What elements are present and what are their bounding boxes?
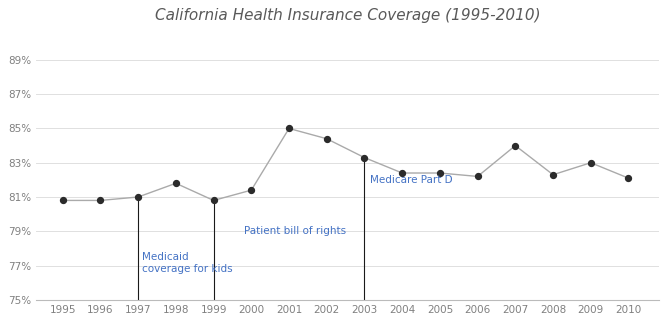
Point — [510, 143, 521, 148]
Point — [133, 194, 143, 200]
Point — [472, 174, 483, 179]
Text: Medicaid
coverage for kids: Medicaid coverage for kids — [142, 252, 233, 274]
Point — [435, 171, 446, 176]
Point — [359, 155, 370, 160]
Point — [171, 181, 181, 186]
Point — [586, 160, 596, 165]
Point — [246, 188, 257, 193]
Point — [208, 198, 219, 203]
Text: Patient bill of rights: Patient bill of rights — [243, 226, 346, 236]
Point — [397, 171, 408, 176]
Point — [321, 136, 332, 141]
Point — [95, 198, 106, 203]
Point — [57, 198, 68, 203]
Point — [283, 126, 294, 131]
Text: Medicare Part D: Medicare Part D — [370, 175, 453, 185]
Title: California Health Insurance Coverage (1995-2010): California Health Insurance Coverage (19… — [155, 8, 540, 23]
Point — [623, 176, 634, 181]
Point — [548, 172, 558, 177]
